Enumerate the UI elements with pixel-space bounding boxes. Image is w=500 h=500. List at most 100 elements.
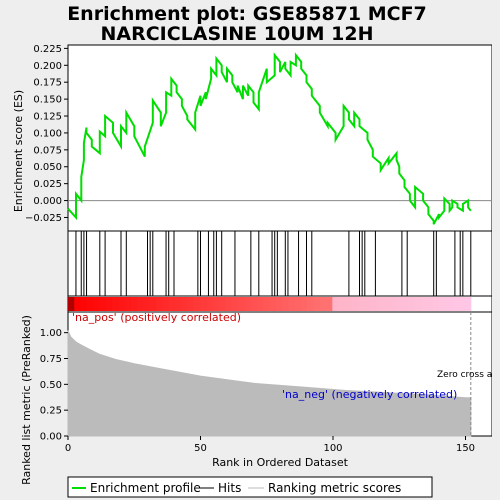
colorbar-segment (93, 297, 100, 311)
es-ytick-label: 0.150 (33, 95, 62, 106)
colorbar-segment (187, 297, 195, 311)
colorbar-segment (370, 297, 377, 311)
colorbar-segment (275, 297, 283, 311)
es-ytick-label: −0.025 (25, 213, 62, 224)
rank-ytick-label: 0.25 (40, 406, 62, 417)
colorbar-segment (319, 297, 327, 311)
colorbar-segment (174, 297, 182, 311)
rank-x-axis-label: Rank in Ordered Dataset (212, 456, 349, 469)
hits-plot-area (67, 230, 493, 297)
colorbar-segment (118, 297, 126, 311)
colorbar-segment (124, 297, 132, 311)
colorbar-segment (219, 297, 226, 311)
ranking-colorbar (68, 297, 472, 311)
colorbar-segment (212, 297, 220, 311)
es-ytick-label: 0.050 (33, 162, 62, 173)
legend-label: Ranking metric scores (268, 481, 401, 495)
es-y-ticks: −0.025 0.000 0.025 0.050 0.075 0.100 0.125 0.15… (25, 44, 68, 224)
colorbar-segment (326, 297, 333, 311)
colorbar-segment (344, 297, 352, 311)
colorbar-segment (112, 297, 119, 311)
rank-xtick-label: 100 (323, 443, 342, 454)
colorbar-segment (244, 297, 252, 311)
rank-ytick-label: 1.00 (40, 328, 62, 339)
es-ytick-label: 0.100 (33, 128, 62, 139)
colorbar-segment (237, 297, 245, 311)
colorbar-segment (332, 297, 340, 311)
colorbar-segment (281, 297, 289, 311)
colorbar-segment (156, 297, 163, 311)
colorbar-segment (439, 297, 447, 311)
es-ytick-label: 0.225 (33, 44, 62, 55)
rank-xtick-label: 50 (194, 443, 207, 454)
colorbar-segment (86, 297, 94, 311)
es-y-axis-label: Enrichment score (ES) (12, 90, 25, 212)
es-ytick-label: 0.075 (33, 145, 62, 156)
colorbar-segment (294, 297, 302, 311)
colorbar-segment (376, 297, 384, 311)
colorbar-segment (68, 297, 75, 311)
hits-lines (75, 231, 472, 296)
colorbar-segment (137, 297, 145, 311)
colorbar-segment (388, 297, 396, 311)
rank-y-ticks: 0.00 0.25 0.50 0.75 1.00 (40, 328, 68, 443)
es-ytick-label: 0.200 (33, 61, 62, 72)
colorbar-segment (382, 297, 390, 311)
legend-label: Enrichment profile (90, 481, 201, 495)
colorbar-segment (414, 297, 421, 311)
colorbar-segment (433, 297, 440, 311)
es-plot-area (67, 44, 493, 232)
colorbar-segment (395, 297, 403, 311)
colorbar-segment (162, 297, 170, 311)
colorbar-segment (263, 297, 270, 311)
colorbar-segment (451, 297, 459, 311)
colorbar-segment (307, 297, 314, 311)
pos-correlated-label: 'na_pos' (positively correlated) (72, 311, 241, 324)
colorbar-segment (80, 297, 88, 311)
colorbar-segment (313, 297, 321, 311)
legend-box (67, 476, 433, 498)
colorbar-segment (206, 297, 214, 311)
colorbar-segment (401, 297, 409, 311)
rank-ytick-label: 0.75 (40, 354, 62, 365)
colorbar-segment (445, 297, 453, 311)
colorbar-segment (168, 297, 176, 311)
rank-ytick-label: 0.50 (40, 380, 62, 391)
colorbar-segment (351, 297, 359, 311)
colorbar-segment (357, 297, 365, 311)
rank-ytick-label: 0.00 (40, 432, 62, 443)
rank-xtick-label: 150 (456, 443, 475, 454)
colorbar-segment (288, 297, 296, 311)
es-ytick-label: 0.175 (33, 78, 62, 89)
zero-cross-label: Zero cross at 152 (437, 370, 500, 380)
colorbar-segment (256, 297, 264, 311)
colorbar-segment (363, 297, 371, 311)
colorbar-segment (269, 297, 277, 311)
es-ytick-label: 0.000 (33, 196, 62, 207)
right-margin (492, 0, 500, 500)
legend-label: Hits (218, 481, 241, 495)
es-ytick-label: 0.125 (33, 112, 62, 123)
rank-x-ticks: 0 50 100 150 (65, 436, 475, 454)
enrichment-profile-line (67, 52, 472, 225)
colorbar-segment (74, 297, 82, 311)
colorbar-segment (149, 297, 157, 311)
colorbar-segment (105, 297, 113, 311)
colorbar-segment (130, 297, 138, 311)
colorbar-segment (250, 297, 258, 311)
es-ytick-label: 0.025 (33, 179, 62, 190)
colorbar-segment (420, 297, 428, 311)
colorbar-segment (407, 297, 415, 311)
neg-correlated-label: 'na_neg' (negatively correlated) (282, 388, 457, 401)
colorbar-segment (181, 297, 189, 311)
ranking-metric-area (67, 330, 472, 437)
colorbar-segment (464, 297, 472, 311)
chart-title-line2: NARCICLASINE 10UM 12H (101, 23, 374, 45)
colorbar-segment (225, 297, 233, 311)
colorbar-segment (200, 297, 207, 311)
colorbar-segment (300, 297, 308, 311)
colorbar-segment (426, 297, 434, 311)
colorbar-segment (338, 297, 346, 311)
rank-xtick-label: 0 (65, 443, 71, 454)
